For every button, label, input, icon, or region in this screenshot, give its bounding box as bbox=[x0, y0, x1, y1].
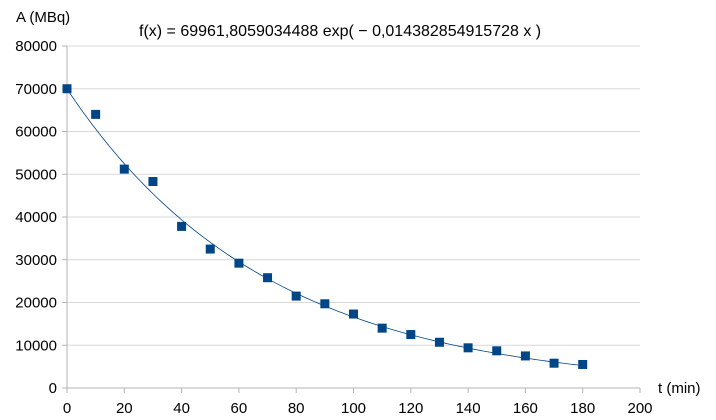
y-axis-label: A (MBq) bbox=[16, 9, 70, 26]
y-tick-label: 30000 bbox=[15, 252, 57, 269]
data-point bbox=[578, 359, 588, 369]
data-point bbox=[406, 330, 416, 340]
x-tick-label: 60 bbox=[231, 400, 248, 417]
y-tick-label: 20000 bbox=[15, 295, 57, 312]
y-tick-label: 80000 bbox=[15, 38, 57, 55]
y-tick-label: 60000 bbox=[15, 124, 57, 141]
x-axis-label: t (min) bbox=[658, 380, 701, 397]
x-tick-label: 100 bbox=[341, 400, 366, 417]
data-point bbox=[492, 346, 502, 356]
data-point bbox=[234, 258, 244, 268]
y-tick-label: 40000 bbox=[15, 209, 57, 226]
data-point bbox=[91, 109, 101, 119]
x-tick-label: 40 bbox=[173, 400, 190, 417]
data-point bbox=[291, 291, 301, 301]
y-tick-labels: 0 10000 20000 30000 40000 50000 60000 70000 8000… bbox=[15, 38, 57, 397]
data-point bbox=[463, 343, 473, 353]
y-tick-label: 0 bbox=[49, 380, 57, 397]
x-tick-label: 0 bbox=[63, 400, 71, 417]
x-tick-labels: 0 20 40 60 80 100 120 140 160 180 200 bbox=[63, 400, 653, 417]
x-tick-label: 140 bbox=[456, 400, 481, 417]
data-point bbox=[320, 299, 330, 309]
axes bbox=[62, 45, 641, 393]
trend-line bbox=[66, 88, 583, 366]
trendline-equation: f(x) = 69961,8059034488 exp( − 0,0143828… bbox=[139, 23, 541, 40]
data-point bbox=[177, 221, 187, 231]
data-point bbox=[349, 309, 358, 319]
x-tick-label: 180 bbox=[570, 400, 595, 417]
data-point bbox=[434, 337, 444, 347]
x-tick-label: 160 bbox=[513, 400, 538, 417]
y-tick-label: 50000 bbox=[15, 166, 57, 183]
data-point bbox=[377, 323, 387, 333]
data-point bbox=[148, 177, 158, 187]
x-tick-label: 20 bbox=[116, 400, 133, 417]
data-point bbox=[263, 273, 273, 283]
y-tick-label: 70000 bbox=[15, 81, 57, 98]
x-tick-label: 200 bbox=[627, 400, 652, 417]
data-point bbox=[62, 84, 72, 94]
data-point bbox=[549, 358, 559, 368]
x-tick-label: 120 bbox=[398, 400, 423, 417]
data-point bbox=[205, 244, 215, 254]
data-point bbox=[520, 351, 530, 361]
data-points bbox=[62, 84, 588, 369]
y-tick-label: 10000 bbox=[15, 337, 57, 354]
data-point bbox=[119, 164, 129, 174]
x-tick-label: 80 bbox=[288, 400, 305, 417]
gridlines bbox=[67, 45, 640, 346]
